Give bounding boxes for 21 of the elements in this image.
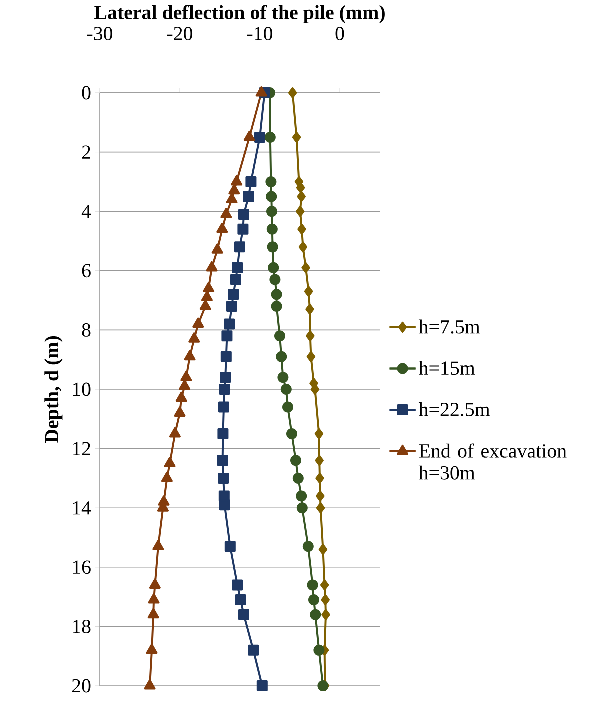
x-tick-label: -10 (247, 27, 273, 40)
y-axis-title: Depth, d (m) (44, 336, 63, 444)
x-tick-label: -20 (167, 27, 193, 40)
legend-label: End of excavation h=30m (418, 444, 567, 480)
x-tick-label: -30 (87, 27, 113, 40)
y-tick-label: 6 (82, 264, 91, 278)
legend-label: h=7.5m (418, 320, 480, 334)
y-tick-label: 14 (73, 502, 92, 515)
y-tick-label: 20 (72, 679, 91, 693)
legend-label: h=22.5m (418, 402, 490, 416)
y-tick-label: 12 (73, 442, 90, 456)
y-tick-label: 16 (73, 560, 91, 574)
y-tick-label: 8 (82, 323, 91, 337)
y-tick-label: 10 (73, 382, 91, 396)
y-tick-label: 18 (73, 620, 91, 634)
legend-label: h=15m (418, 361, 476, 376)
x-axis-title: Lateral deflection of the pile (mm) (94, 5, 385, 24)
y-tick-label: 0 (82, 86, 91, 100)
y-tick-label: 2 (82, 146, 90, 159)
y-tick-label: 4 (82, 205, 92, 218)
x-tick-label: 0 (336, 27, 344, 40)
